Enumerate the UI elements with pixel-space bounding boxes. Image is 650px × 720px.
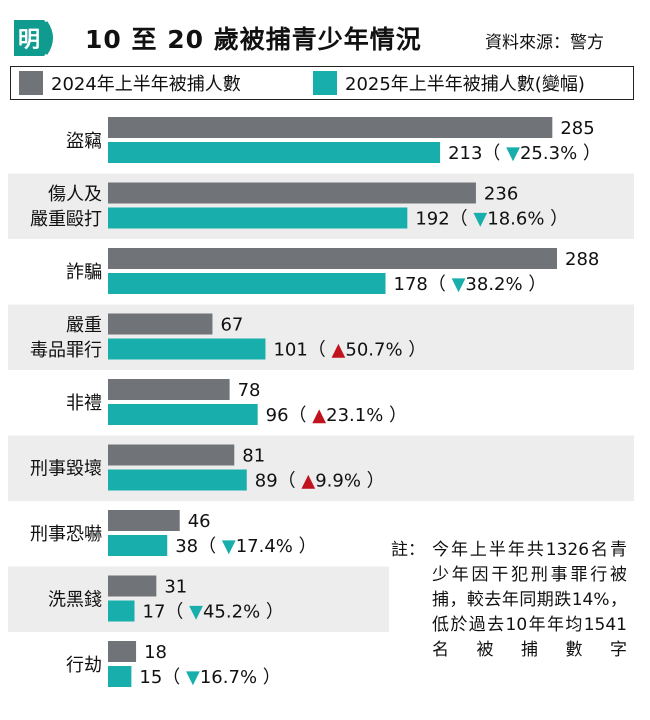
bar-2025 — [108, 338, 266, 360]
increase-arrow-icon: ▲ — [301, 471, 315, 492]
value-label-2024: 81 — [242, 446, 265, 467]
bar-2024 — [108, 510, 180, 531]
bar-2025 — [108, 404, 258, 425]
category-label: 嚴重 — [66, 315, 102, 336]
category-label: 洗黑錢 — [48, 589, 102, 610]
bar-2025 — [108, 273, 386, 294]
note-text: 今年上半年共1326名青少年因干犯刑事罪行被捕，較去年同期跌14%，低於過去10… — [432, 540, 627, 660]
bar-2025 — [108, 207, 408, 229]
decrease-arrow-icon: ▼ — [222, 536, 236, 557]
bar-2024 — [108, 379, 230, 400]
legend-swatch-2024 — [19, 71, 43, 95]
category-label: 行劫 — [66, 655, 102, 676]
category-label: 傷人及 — [48, 184, 102, 205]
logo-text: 明 — [18, 28, 40, 53]
value-label-2025: 178（ ▼38.2% ） — [394, 274, 547, 295]
decrease-arrow-icon: ▼ — [473, 209, 487, 230]
value-label-2025: 192（ ▼18.6% ） — [415, 209, 568, 230]
ming-pao-logo: 明 — [14, 20, 53, 56]
legend-label-2025: 2025年上半年被捕人數(變幅) — [345, 74, 585, 95]
category-label: 刑事恐嚇 — [30, 524, 102, 545]
increase-arrow-icon: ▲ — [332, 340, 346, 361]
value-label-2025: 213（ ▼25.3% ） — [448, 143, 601, 164]
bar-2024 — [108, 182, 476, 204]
category-label: 嚴重毆打 — [30, 209, 102, 230]
bar-2025 — [108, 666, 132, 687]
bar-2024 — [108, 117, 553, 138]
value-label-2025: 101（ ▲50.7% ） — [273, 340, 426, 361]
data-source: 資料來源：警方 — [485, 33, 604, 53]
value-label-2024: 67 — [220, 315, 243, 336]
value-label-2025: 15（ ▼16.7% ） — [139, 667, 280, 688]
value-label-2025: 96（ ▲23.1% ） — [266, 405, 407, 426]
category-label: 毒品罪行 — [30, 340, 102, 361]
increase-arrow-icon: ▲ — [312, 405, 326, 426]
bar-2025 — [108, 142, 441, 163]
value-label-2025: 17（ ▼45.2% ） — [143, 602, 284, 623]
chart-legend: 2024年上半年被捕人數 2025年上半年被捕人數(變幅) — [10, 66, 634, 100]
decrease-arrow-icon: ▼ — [189, 602, 203, 623]
value-label-2024: 31 — [164, 577, 187, 598]
bar-2024 — [108, 313, 213, 335]
value-label-2024: 78 — [238, 380, 261, 401]
bar-2024 — [108, 575, 157, 597]
value-label-2024: 236 — [484, 184, 518, 205]
bar-2025 — [108, 600, 135, 622]
legend-swatch-2025 — [313, 71, 337, 95]
value-label-2024: 285 — [560, 118, 594, 139]
legend-item-2024: 2024年上半年被捕人數 — [19, 67, 241, 99]
value-label-2024: 288 — [565, 249, 599, 270]
decrease-arrow-icon: ▼ — [452, 274, 466, 295]
page-title: 10 至 20 歲被捕青少年情況 — [85, 25, 422, 54]
value-label-2025: 38（ ▼17.4% ） — [175, 536, 316, 557]
bar-2025 — [108, 469, 247, 491]
value-label-2024: 46 — [188, 511, 211, 532]
category-label: 盜竊 — [66, 131, 102, 152]
legend-item-2025: 2025年上半年被捕人數(變幅) — [313, 67, 585, 99]
bar-2024 — [108, 248, 557, 269]
category-label: 詐騙 — [66, 262, 102, 283]
note-label: 註： — [391, 540, 425, 560]
category-label: 非禮 — [66, 393, 102, 414]
bar-2024 — [108, 641, 137, 662]
row-stripe — [8, 566, 389, 632]
value-label-2025: 89（ ▲9.9% ） — [255, 471, 385, 492]
bar-2025 — [108, 535, 168, 556]
legend-label-2024: 2024年上半年被捕人數 — [51, 74, 241, 95]
category-label: 刑事毀壞 — [30, 458, 102, 479]
bar-2024 — [108, 444, 235, 466]
decrease-arrow-icon: ▼ — [506, 143, 520, 164]
decrease-arrow-icon: ▼ — [186, 667, 200, 688]
value-label-2024: 18 — [144, 642, 167, 663]
